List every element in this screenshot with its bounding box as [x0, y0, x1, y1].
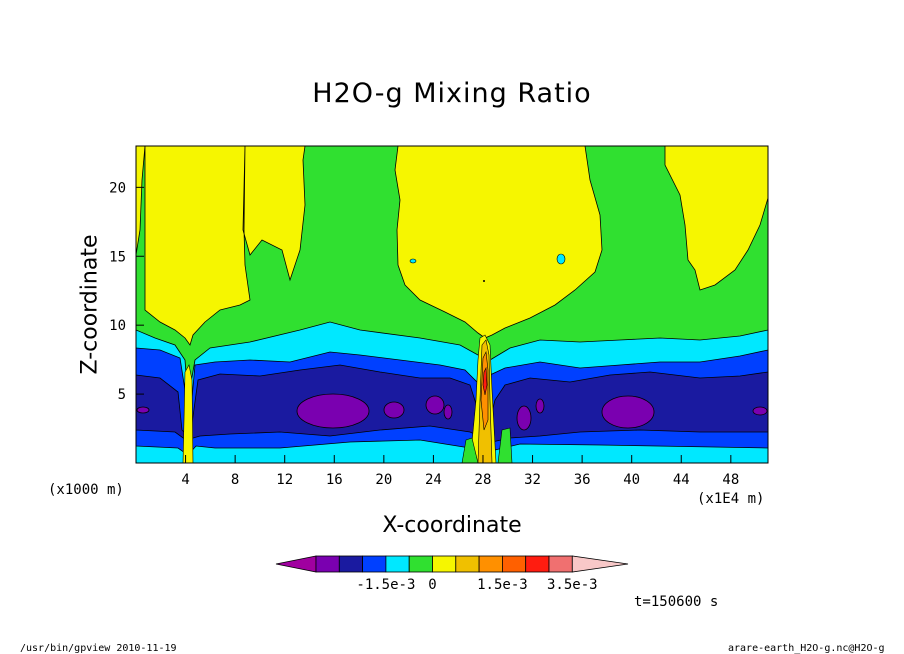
footer-right: arare-earth_H2O-g.nc@H2O-g: [728, 643, 885, 654]
min-region-0: [136, 406, 150, 414]
y-tick-label: 15: [109, 249, 126, 265]
y-tick-label: 10: [109, 318, 126, 334]
colorbar-high-arrow: [571, 555, 629, 573]
x-tick-label: 8: [231, 472, 239, 488]
footer-left: /usr/bin/gpview 2010-11-19: [20, 643, 177, 654]
min-region-32: [535, 398, 545, 414]
yellow-region-right: [664, 146, 768, 291]
colorbar-swatch: [455, 555, 480, 573]
colorbar-swatch: [315, 555, 340, 573]
colorbar-label: 3.5e-3: [547, 577, 598, 593]
x-tick-label: 20: [375, 472, 392, 488]
min-region-16: [296, 393, 370, 429]
y-tick-label: 5: [118, 387, 126, 403]
x-tick-label: 32: [524, 472, 541, 488]
min-region-31: [516, 405, 532, 431]
min-region-24: [425, 395, 445, 415]
cell-28-13: [483, 280, 485, 282]
green-foot-30: [497, 427, 513, 463]
colorbar-swatch: [548, 555, 573, 573]
chart-title: H2O-g Mixing Ratio: [312, 78, 592, 109]
cell-34-15: [556, 253, 566, 265]
x-tick-label: 4: [181, 472, 189, 488]
y-axis-ticks: 5 10 15 20: [109, 180, 144, 403]
colorbar-swatch: [478, 555, 503, 573]
cell-22-15: [409, 258, 417, 264]
yellow-region-center: [394, 146, 603, 339]
colorbar-swatch: [408, 555, 433, 573]
colorbar-low-arrow: [275, 555, 317, 573]
plume-left-yellow: [182, 364, 194, 463]
y-tick-label: 20: [109, 180, 126, 196]
colorbar-swatch: [525, 555, 550, 573]
x-tick-label: 16: [326, 472, 343, 488]
y-axis-label: Z-coordinate: [77, 234, 103, 375]
green-foot-27: [461, 437, 479, 463]
x-tick-label: 24: [425, 472, 442, 488]
x-tick-label: 12: [276, 472, 293, 488]
min-region-25: [443, 404, 453, 420]
plume-red: [482, 366, 488, 396]
x-unit-label: (x1000 m): [48, 482, 124, 498]
x-axis-ticks: 4 8 12 16 20 24 28 32 36 40 44 48: [181, 455, 739, 488]
colorbar-swatch: [432, 555, 457, 573]
x-tick-label: 28: [475, 472, 492, 488]
x-tick-label: 44: [673, 472, 690, 488]
colorbar: -1.5e-3 0 1.5e-3 3.5e-3: [275, 555, 629, 593]
colorbar-label: 0: [428, 577, 436, 593]
colorbar-swatch: [501, 555, 527, 573]
time-label: t=150600 s: [634, 594, 719, 610]
min-region-50: [752, 406, 768, 416]
x-tick-label: 48: [722, 472, 739, 488]
colorbar-label: 1.5e-3: [477, 577, 528, 593]
min-region-40: [601, 395, 655, 429]
x-tick-label: 40: [623, 472, 640, 488]
plot-frame: [135, 145, 769, 464]
colorbar-swatch: [362, 555, 387, 573]
colorbar-swatch: [385, 555, 410, 573]
colorbar-swatch: [338, 555, 363, 573]
x-multiplier-label: (x1E4 m): [697, 491, 765, 507]
colorbar-label: -1.5e-3: [356, 577, 415, 593]
yellow-region-left: [136, 146, 306, 346]
x-axis-label: X-coordinate: [382, 513, 522, 538]
plot-area: [136, 146, 768, 463]
min-region-21: [383, 401, 405, 419]
x-tick-label: 36: [574, 472, 591, 488]
